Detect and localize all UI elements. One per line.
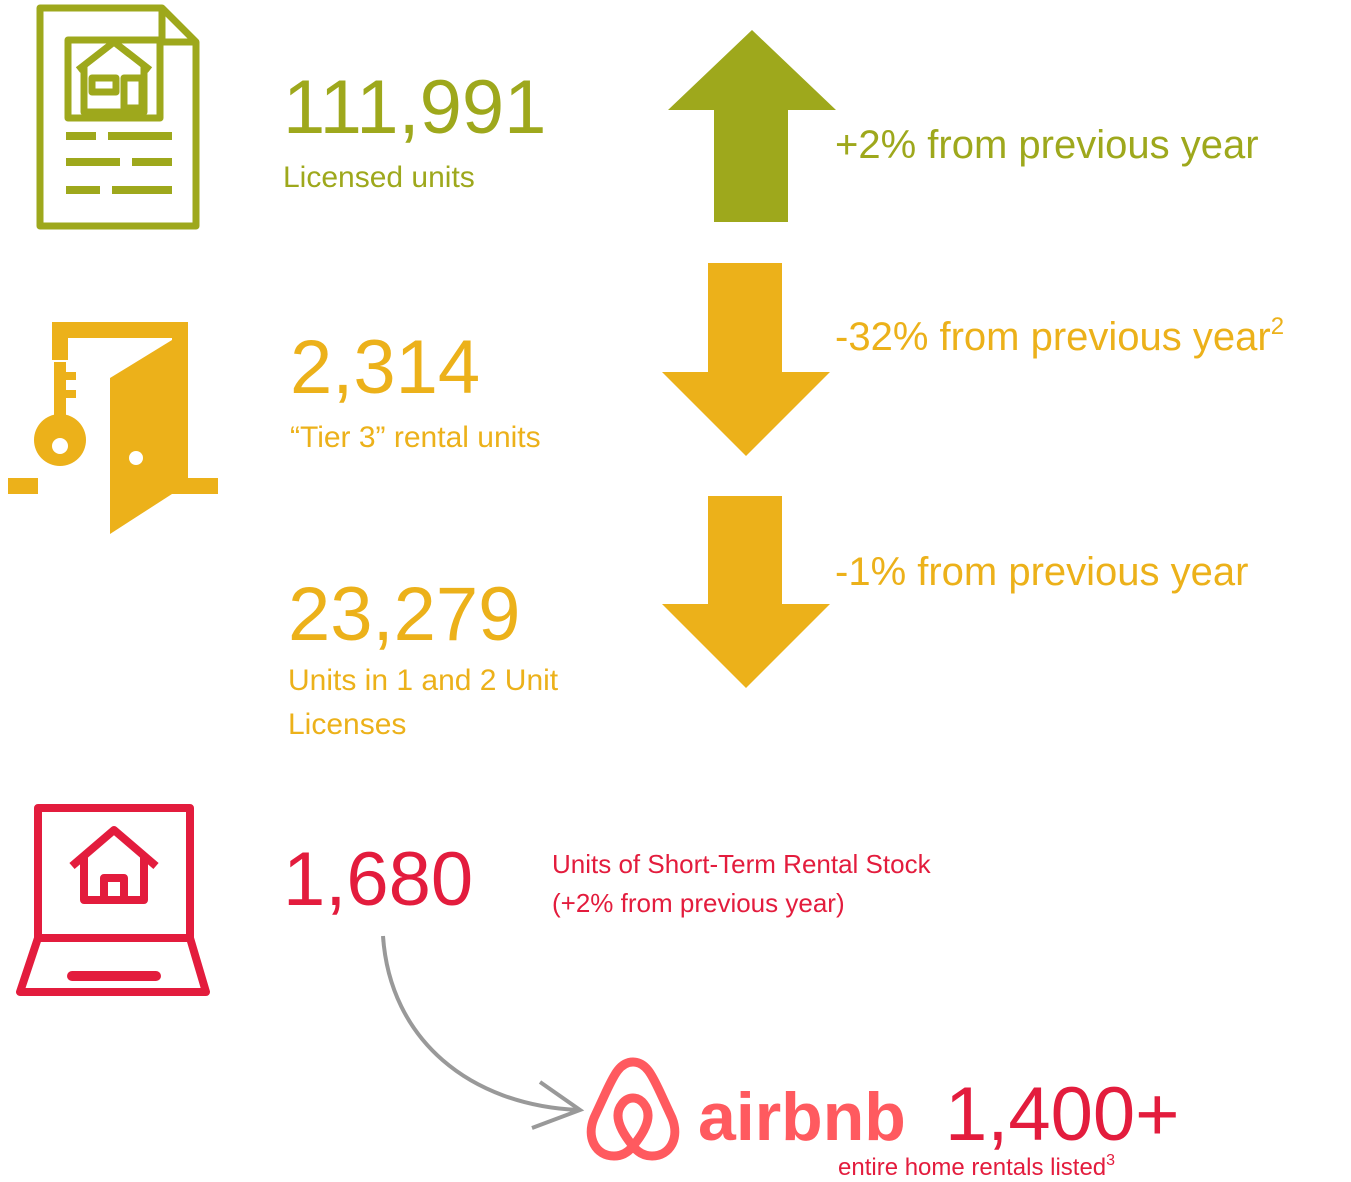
stat-label: Licensed units: [283, 161, 475, 194]
airbnb-logo: [586, 1057, 680, 1161]
airbnb-brand: airbnb: [698, 1079, 906, 1155]
stat-label: “Tier 3” rental units: [290, 421, 541, 454]
footnote: 3: [1106, 1152, 1115, 1169]
down-arrow: [662, 496, 830, 688]
stat-value: 2,314: [290, 325, 480, 410]
stat-label: entire home rentals listed: [838, 1154, 1106, 1181]
stat-label: (+2% from previous year): [552, 888, 845, 918]
change-text: -32% from previous year2: [835, 313, 1284, 359]
stat-value: 1,680: [283, 837, 473, 922]
footnote: 2: [1271, 313, 1284, 340]
change-text: -32% from previous year: [835, 315, 1271, 359]
document-icon: [36, 4, 200, 230]
door-icon: [8, 322, 218, 534]
stat-label: Units of Short-Term Rental Stock: [552, 849, 932, 879]
stat-value: 1,400+: [945, 1072, 1180, 1157]
up-arrow: [668, 30, 836, 222]
connector-arrow: [381, 935, 585, 1130]
stat-label: entire home rentals listed3: [838, 1152, 1115, 1181]
down-arrow: [662, 263, 830, 456]
stat-value: 111,991: [283, 65, 546, 150]
change-text: -1% from previous year: [835, 550, 1248, 594]
laptop-icon: [16, 804, 210, 996]
change-text: +2% from previous year: [835, 123, 1259, 167]
stat-value: 23,279: [288, 572, 520, 657]
stat-label: Units in 1 and 2 Unit: [288, 664, 559, 697]
stat-label: Licenses: [288, 708, 406, 741]
